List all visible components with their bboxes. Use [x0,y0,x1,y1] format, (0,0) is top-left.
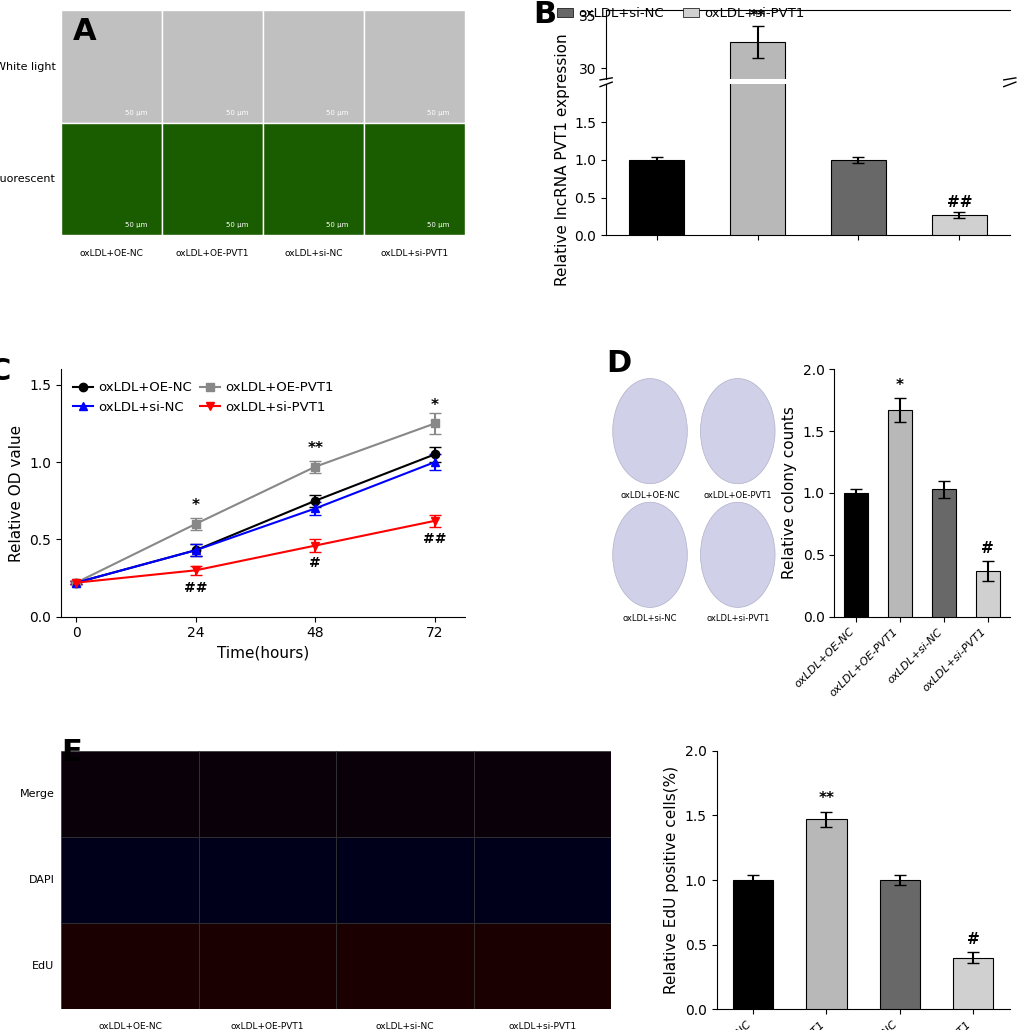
Bar [844,493,867,617]
Text: oxLDL+OE-NC: oxLDL+OE-NC [98,1023,162,1030]
Text: oxLDL+si-NC: oxLDL+si-NC [375,1023,434,1030]
Bar [829,374,886,385]
Ellipse shape [700,379,774,484]
Bar [336,923,473,1009]
Bar [61,751,199,837]
Bar [473,923,610,1009]
Text: *: * [896,378,903,392]
Bar [364,10,465,123]
Text: ##: ## [183,581,207,595]
Text: 50 μm: 50 μm [427,110,449,116]
Y-axis label: Relative colony counts: Relative colony counts [782,407,796,580]
Bar [263,10,364,123]
Text: oxLDL+OE-PVT1: oxLDL+OE-PVT1 [703,490,771,500]
Text: 50 μm: 50 μm [225,222,248,229]
Y-axis label: Relative lncRNA PVT1 expression: Relative lncRNA PVT1 expression [554,34,570,286]
Text: oxLDL+si-PVT1: oxLDL+si-PVT1 [507,1023,576,1030]
Text: EdU: EdU [32,961,54,971]
Text: 50 μm: 50 μm [326,222,348,229]
Legend: oxLDL+OE-NC, oxLDL+si-NC, oxLDL+OE-PVT1, oxLDL+si-PVT1: oxLDL+OE-NC, oxLDL+si-NC, oxLDL+OE-PVT1,… [67,376,338,419]
Text: oxLDL+si-NC: oxLDL+si-NC [623,614,677,623]
Text: **: ** [817,791,834,806]
Text: C: C [0,356,11,386]
Ellipse shape [700,503,774,608]
Text: oxLDL+si-PVT1: oxLDL+si-PVT1 [705,614,768,623]
Text: #: # [980,541,994,556]
Text: Merge: Merge [19,789,54,799]
Bar [806,819,846,1009]
Text: #: # [966,932,978,948]
Bar [733,880,772,1009]
Ellipse shape [612,503,687,608]
Text: Fluorescent: Fluorescent [0,174,56,184]
Bar [199,923,336,1009]
Text: **: ** [749,9,765,24]
Bar [61,837,199,923]
Bar [263,123,364,235]
X-axis label: Time(hours): Time(hours) [217,646,309,661]
Text: oxLDL+si-NC: oxLDL+si-NC [284,248,342,258]
Bar [729,0,785,235]
Text: **: ** [307,441,323,456]
Bar [930,382,986,385]
Text: ##: ## [423,531,446,546]
Bar [975,571,999,617]
Legend: oxLDL+OE-NC, oxLDL+si-NC, oxLDL+OE-PVT1, oxLDL+si-PVT1: oxLDL+OE-NC, oxLDL+si-NC, oxLDL+OE-PVT1,… [551,0,817,26]
Text: E: E [61,737,82,766]
Bar [336,751,473,837]
Text: oxLDL+OE-NC: oxLDL+OE-NC [79,248,144,258]
Ellipse shape [612,379,687,484]
Text: oxLDL+OE-PVT1: oxLDL+OE-PVT1 [175,248,249,258]
Bar [199,837,336,923]
Bar [61,123,162,235]
Text: A: A [73,18,97,46]
Bar [61,923,199,1009]
Bar [888,410,911,617]
Text: oxLDL+OE-PVT1: oxLDL+OE-PVT1 [230,1023,304,1030]
Text: 50 μm: 50 μm [326,110,348,116]
Bar [729,42,785,385]
Y-axis label: Relative OD value: Relative OD value [9,424,23,561]
Bar [61,10,162,123]
Text: 50 μm: 50 μm [124,110,147,116]
Text: DAPI: DAPI [29,876,54,885]
Bar [473,837,610,923]
Text: B: B [533,0,556,29]
Bar [162,123,263,235]
Bar [199,751,336,837]
Text: 50 μm: 50 μm [427,222,449,229]
Bar [162,10,263,123]
Text: oxLDL+si-PVT1: oxLDL+si-PVT1 [380,248,448,258]
Text: D: D [605,349,631,378]
Text: ##: ## [946,196,971,210]
Y-axis label: Relative EdU positive cells(%): Relative EdU positive cells(%) [663,766,679,994]
Bar [629,160,684,235]
Text: *: * [431,398,438,413]
Bar [473,751,610,837]
Text: oxLDL+OE-NC: oxLDL+OE-NC [620,490,679,500]
Text: White light: White light [0,62,56,71]
Text: *: * [192,499,200,513]
Bar [829,160,886,235]
Bar [878,880,919,1009]
Bar [931,489,955,617]
Bar [629,374,684,385]
Bar [952,958,993,1009]
Text: 50 μm: 50 μm [225,110,248,116]
Text: #: # [309,556,321,571]
Bar [364,123,465,235]
Text: 50 μm: 50 μm [124,222,147,229]
Bar [336,837,473,923]
Bar [930,215,986,235]
